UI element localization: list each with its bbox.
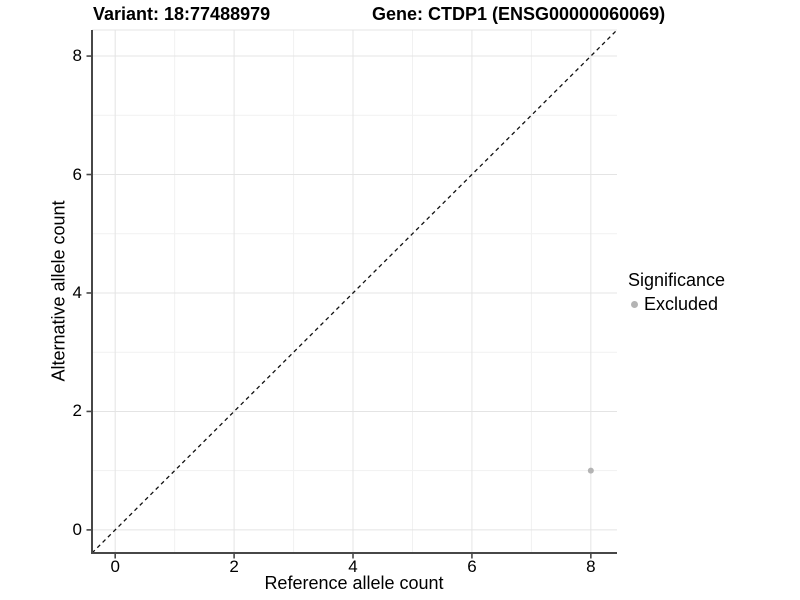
- plot-title-gene: Gene: CTDP1 (ENSG00000060069): [372, 4, 666, 24]
- y-tick-label: 0: [72, 519, 82, 539]
- legend-title: Significance: [628, 270, 726, 290]
- x-axis-title: Reference allele count: [264, 573, 444, 593]
- y-tick-label: 2: [72, 401, 82, 421]
- x-tick-label: 0: [110, 557, 120, 576]
- legend-entry-excluded: Excluded: [628, 294, 725, 315]
- y-tick-label: 8: [72, 46, 82, 66]
- x-tick-label: 6: [467, 557, 477, 576]
- data-point: [587, 467, 594, 474]
- legend-entry-label: Excluded: [644, 294, 719, 314]
- legend: Significance Excluded: [628, 270, 725, 315]
- legend-point-icon: [631, 301, 638, 308]
- y-tick-label: 4: [72, 282, 82, 302]
- x-tick-label: 4: [348, 557, 358, 576]
- y-axis-title: Alternative allele count: [48, 200, 69, 382]
- x-tick-label: 2: [229, 557, 239, 576]
- y-tick-label: 6: [72, 164, 82, 184]
- x-tick-label: 8: [586, 557, 596, 576]
- identity-dashed-line: [91, 29, 618, 554]
- plot-title-variant: Variant: 18:77488979: [93, 4, 271, 24]
